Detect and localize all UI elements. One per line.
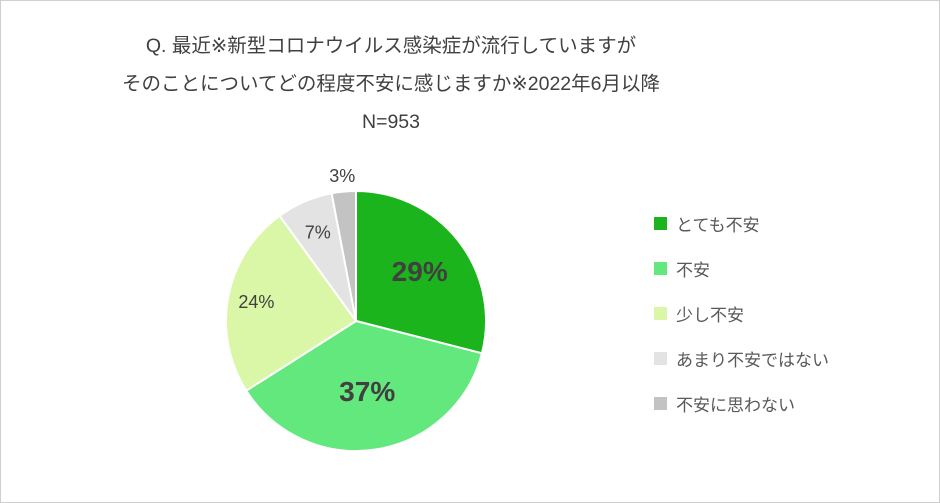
- legend-item-3: 少し不安: [654, 301, 829, 325]
- legend-item-2: 不安: [654, 256, 829, 280]
- legend-item-4: あまり不安ではない: [654, 346, 829, 370]
- pie-chart-svg: 29% 37% 24% 7% 3%: [225, 166, 487, 452]
- pie-percent-label-3: 24%: [238, 292, 274, 312]
- legend-swatch-icon: [654, 396, 667, 410]
- legend-item-5: 不安に思わない: [654, 391, 829, 415]
- chart-title: Q. 最近※新型コロナウイルス感染症が流行していますが そのことについてどの程度…: [71, 27, 711, 141]
- legend-label: とても不安: [676, 215, 760, 235]
- chart-title-line-2: そのことについてどの程度不安に感じますか※2022年6月以降: [122, 73, 660, 95]
- legend-swatch-icon: [654, 351, 667, 365]
- pie-slice-1: [355, 190, 487, 355]
- pie-percent-label-5: 3%: [329, 166, 355, 186]
- legend-swatch-icon: [654, 216, 667, 230]
- legend-label: 不安: [676, 260, 710, 280]
- pie-percent-label-2: 37%: [339, 376, 395, 407]
- legend-item-1: とても不安: [654, 211, 829, 235]
- legend-label: 不安に思わない: [676, 395, 795, 415]
- pie-chart: 29% 37% 24% 7% 3%: [186, 151, 526, 491]
- chart-title-line-1: Q. 最近※新型コロナウイルス感染症が流行していますが: [145, 35, 637, 57]
- sample-size-label: N=953: [361, 111, 420, 133]
- legend-swatch-icon: [654, 306, 667, 320]
- legend-label: あまり不安ではない: [676, 350, 829, 370]
- pie-percent-label-1: 29%: [392, 256, 448, 287]
- legend-label: 少し不安: [676, 305, 744, 325]
- pie-percent-label-4: 7%: [305, 223, 331, 243]
- pie-slice-5: [330, 189, 357, 322]
- pie-slice-3: [225, 214, 357, 392]
- legend-swatch-icon: [654, 261, 667, 275]
- legend: とても不安不安少し不安あまり不安ではない 不安に思わない: [654, 211, 829, 415]
